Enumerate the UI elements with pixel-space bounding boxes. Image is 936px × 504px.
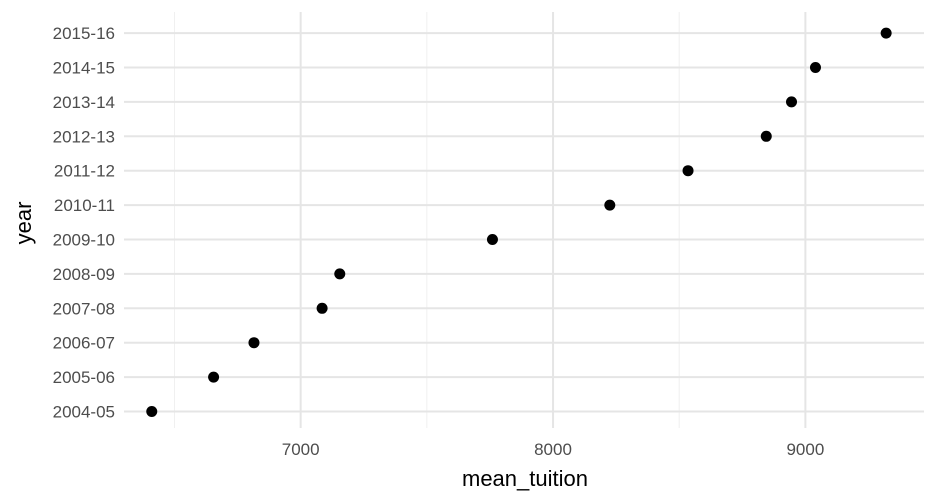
x-axis-tick-labels: 7000 8000 9000 bbox=[282, 440, 825, 459]
x-tick-label: 8000 bbox=[534, 440, 572, 459]
y-tick-label: 2014-15 bbox=[53, 59, 115, 78]
data-points bbox=[146, 27, 892, 417]
data-point bbox=[248, 337, 260, 349]
data-point bbox=[682, 165, 694, 177]
data-point bbox=[208, 371, 220, 383]
major-horizontal-gridlines bbox=[124, 32, 924, 413]
x-tick-label: 9000 bbox=[786, 440, 824, 459]
data-point bbox=[880, 27, 892, 39]
y-tick-label: 2013-14 bbox=[53, 93, 115, 112]
y-tick-label: 2008-09 bbox=[53, 265, 115, 284]
y-tick-label: 2010-11 bbox=[54, 196, 115, 215]
data-point bbox=[486, 234, 498, 245]
y-tick-label: 2009-10 bbox=[53, 231, 115, 250]
data-point bbox=[809, 62, 821, 73]
x-axis-title: mean_tuition bbox=[462, 466, 588, 491]
data-point bbox=[334, 268, 346, 280]
minor-gridlines bbox=[173, 12, 680, 428]
y-tick-label: 2004-05 bbox=[53, 403, 115, 422]
data-point bbox=[604, 199, 616, 211]
data-point bbox=[786, 96, 798, 108]
y-axis-tick-labels: 2004-05 2005-06 2006-07 2007-08 2008-09 2009-… bbox=[53, 24, 115, 421]
y-tick-label: 2006-07 bbox=[53, 334, 115, 353]
x-tick-label: 7000 bbox=[282, 440, 320, 459]
y-axis-title: year bbox=[11, 202, 36, 245]
data-point bbox=[760, 130, 772, 142]
y-tick-label: 2007-08 bbox=[53, 299, 115, 318]
major-vertical-gridlines bbox=[299, 12, 807, 428]
y-tick-label: 2015-16 bbox=[53, 24, 115, 43]
data-point bbox=[146, 406, 158, 417]
data-point bbox=[316, 302, 328, 314]
y-tick-label: 2011-12 bbox=[54, 162, 115, 181]
y-tick-label: 2005-06 bbox=[53, 368, 115, 387]
y-tick-label: 2012-13 bbox=[53, 127, 115, 146]
